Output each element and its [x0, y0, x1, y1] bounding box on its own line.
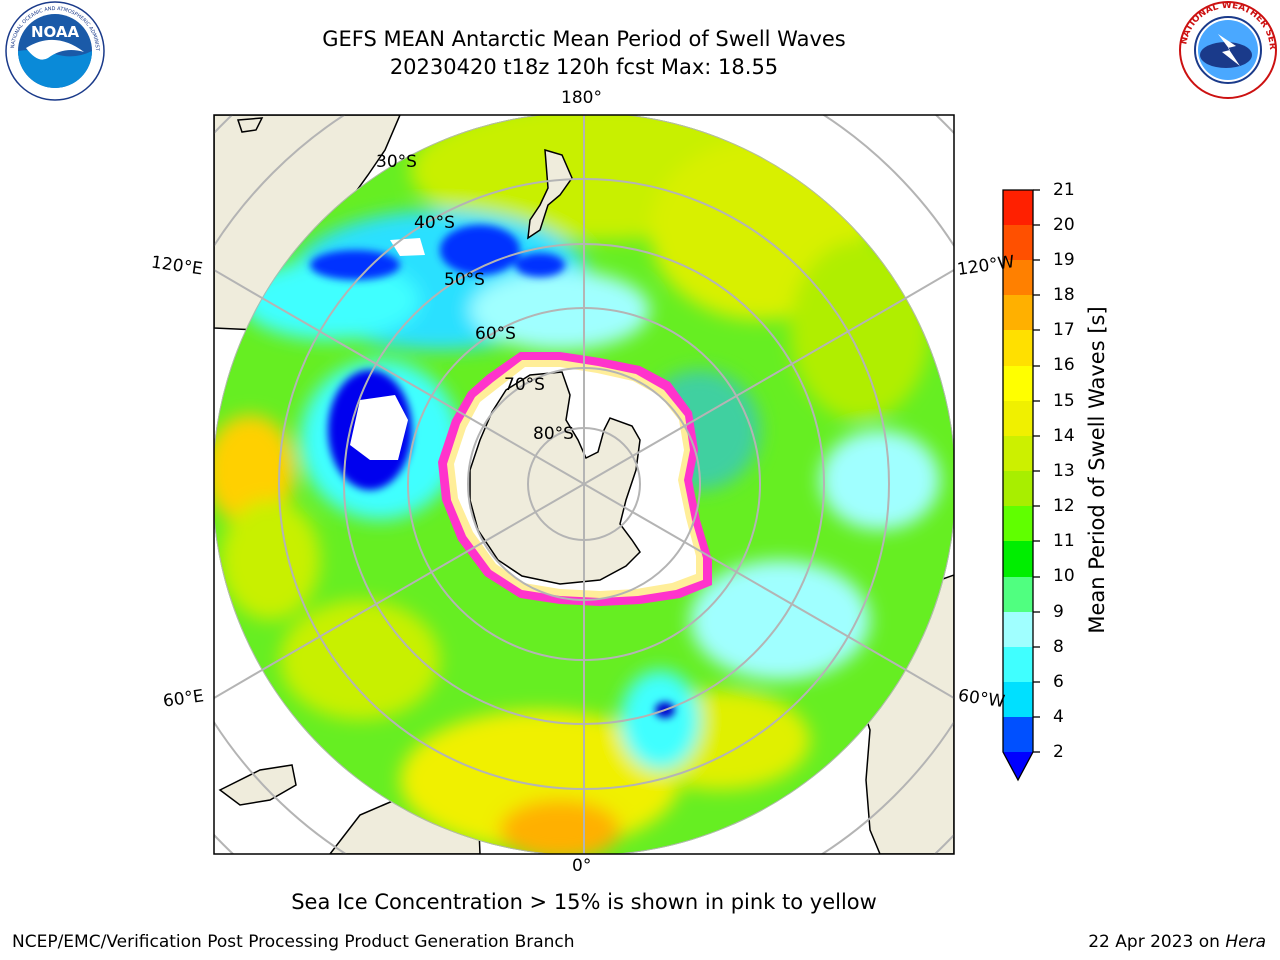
- footer-credit: NCEP/EMC/Verification Post Processing Pr…: [12, 932, 575, 952]
- colorbar-tick: 6: [1053, 672, 1064, 692]
- colorbar-tick: 21: [1053, 180, 1075, 200]
- lat-label-60s: 60°S: [475, 324, 516, 344]
- colorbar: [1002, 189, 1040, 782]
- antarctica: [438, 352, 712, 606]
- chart-title: GEFS MEAN Antarctic Mean Period of Swell…: [322, 27, 846, 51]
- noaa-logo-icon: NOAA NATIONAL OCEANIC AND ATMOSPHERIC AD…: [4, 0, 105, 101]
- nws-logo-icon: NATIONAL WEATHER SERVICE: [1178, 0, 1277, 99]
- graticule-outer: [214, 115, 954, 854]
- colorbar-tick: 2: [1053, 742, 1064, 762]
- colorbar-tick: 12: [1053, 496, 1075, 516]
- madagascar-land: [218, 764, 297, 806]
- map-frame: [213, 114, 955, 855]
- colorbar-label: Mean Period of Swell Waves [s]: [1085, 306, 1109, 634]
- colorbar-under-arrow: [1003, 752, 1033, 780]
- footer-host: Hera: [1225, 932, 1266, 952]
- tasmania-land: [236, 117, 264, 133]
- colorbar-tick: 10: [1053, 566, 1075, 586]
- lat-label-30s: 30°S: [376, 152, 417, 172]
- colorbar-tick: 19: [1053, 250, 1075, 270]
- lat-label-50s: 50°S: [444, 270, 485, 290]
- colorbar-tick: 14: [1053, 426, 1075, 446]
- colorbar-tick: 4: [1053, 707, 1064, 727]
- colorbar-tick: 18: [1053, 285, 1075, 305]
- lon-label-0: 0°: [572, 856, 592, 876]
- colorbar-tick: 17: [1053, 320, 1075, 340]
- colorbar-tick: 11: [1053, 531, 1075, 551]
- colorbar-tick: 20: [1053, 215, 1075, 235]
- colorbar-tick: 15: [1053, 391, 1075, 411]
- noaa-logo-text: NOAA: [31, 23, 80, 41]
- chart-subtitle: 20230420 t18z 120h fcst Max: 18.55: [389, 55, 779, 79]
- colorbar-tick: 8: [1053, 637, 1064, 657]
- lat-label-70s: 70°S: [504, 375, 545, 395]
- footer-date: 22 Apr 2023 on Hera: [1088, 932, 1266, 952]
- graticule: [214, 115, 954, 854]
- colorbar-tick: 16: [1053, 355, 1075, 375]
- lon-label-180: 180°: [561, 88, 602, 108]
- lat-label-80s: 80°S: [533, 424, 574, 444]
- lat-label-40s: 40°S: [414, 213, 455, 233]
- colorbar-tick: 13: [1053, 461, 1075, 481]
- colorbar-tick: 9: [1053, 602, 1064, 622]
- new-zealand-land: [527, 148, 573, 240]
- sea-ice-note: Sea Ice Concentration > 15% is shown in …: [291, 890, 877, 914]
- footer-date-text: 22 Apr 2023 on: [1088, 932, 1226, 952]
